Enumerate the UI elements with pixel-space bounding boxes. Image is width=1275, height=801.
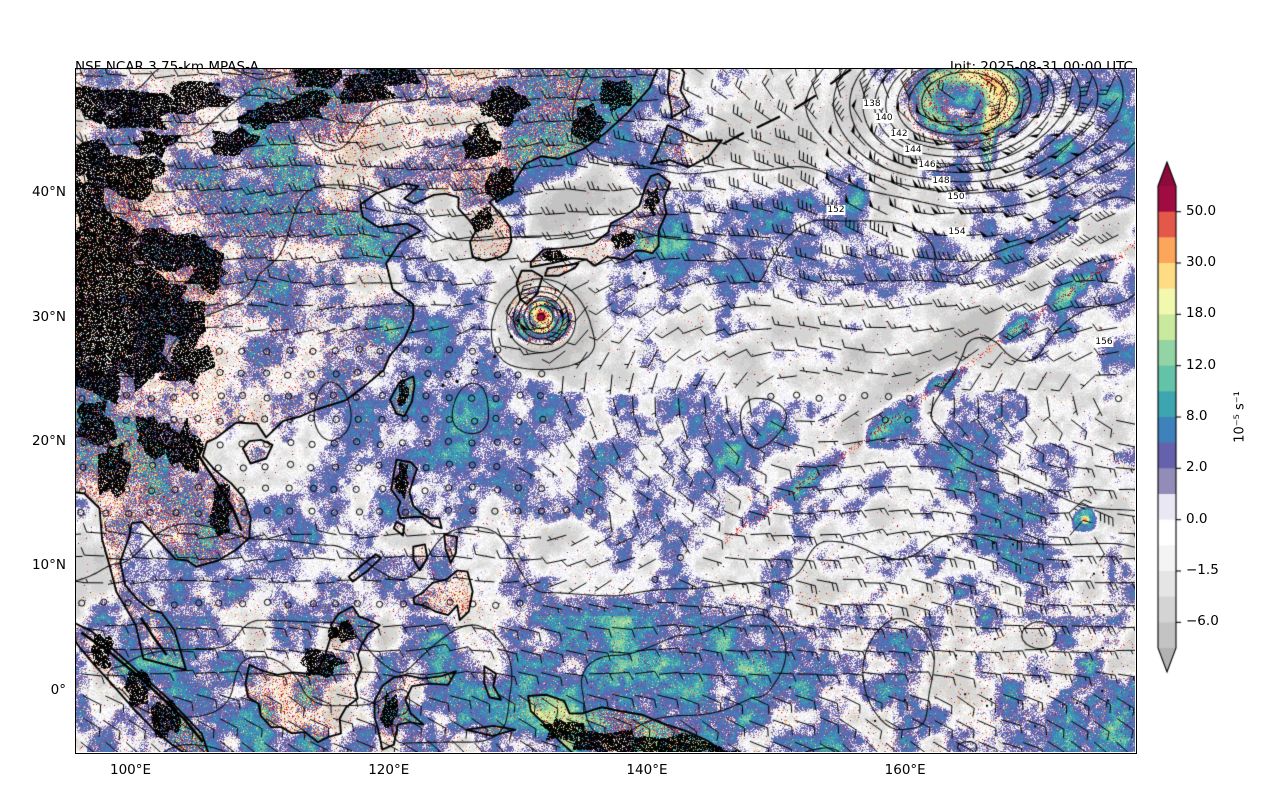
y-tick-label: 40°N	[31, 184, 66, 201]
colorbar-tick-label: 18.0	[1186, 305, 1217, 322]
x-tick-label: 160°E	[884, 762, 926, 778]
y-tick-label: 10°N	[31, 557, 66, 574]
contour-label: 154	[947, 227, 967, 237]
contour-label: 148	[931, 176, 951, 186]
colorbar-tick-label: 30.0	[1186, 254, 1217, 270]
colorbar-tick-label: 8.0	[1186, 408, 1208, 424]
map-canvas	[75, 68, 1135, 752]
y-tick-label: 30°N	[31, 308, 66, 325]
contour-label: 150	[946, 192, 966, 202]
contour-label: 146	[917, 160, 937, 170]
contour-label: 152	[826, 205, 846, 215]
colorbar-canvas	[1150, 150, 1270, 690]
contour-label: 138	[862, 99, 882, 109]
colorbar-tick-label: 0.0	[1186, 510, 1208, 527]
contour-label: 142	[889, 129, 909, 139]
x-tick-label: 120°E	[368, 762, 410, 778]
contour-label: 156	[1094, 337, 1114, 347]
colorbar-tick-label: −1.5	[1186, 562, 1219, 578]
y-tick-label: 0°	[50, 681, 66, 698]
colorbar-tick-label: 2.0	[1186, 459, 1208, 476]
x-tick-label: 140°E	[626, 762, 668, 778]
colorbar-tick-label: −6.0	[1186, 613, 1219, 630]
y-tick-label: 20°N	[31, 433, 66, 450]
colorbar-tick-label: 12.0	[1186, 356, 1217, 373]
contour-label: 140	[874, 113, 894, 123]
colorbar-tick-label: 50.0	[1186, 202, 1217, 219]
x-tick-label: 100°E	[109, 762, 152, 778]
contour-label: 144	[903, 145, 923, 155]
map-frame	[75, 68, 1137, 754]
colorbar-unit-label: 10⁻⁵ s⁻¹	[1232, 391, 1248, 443]
